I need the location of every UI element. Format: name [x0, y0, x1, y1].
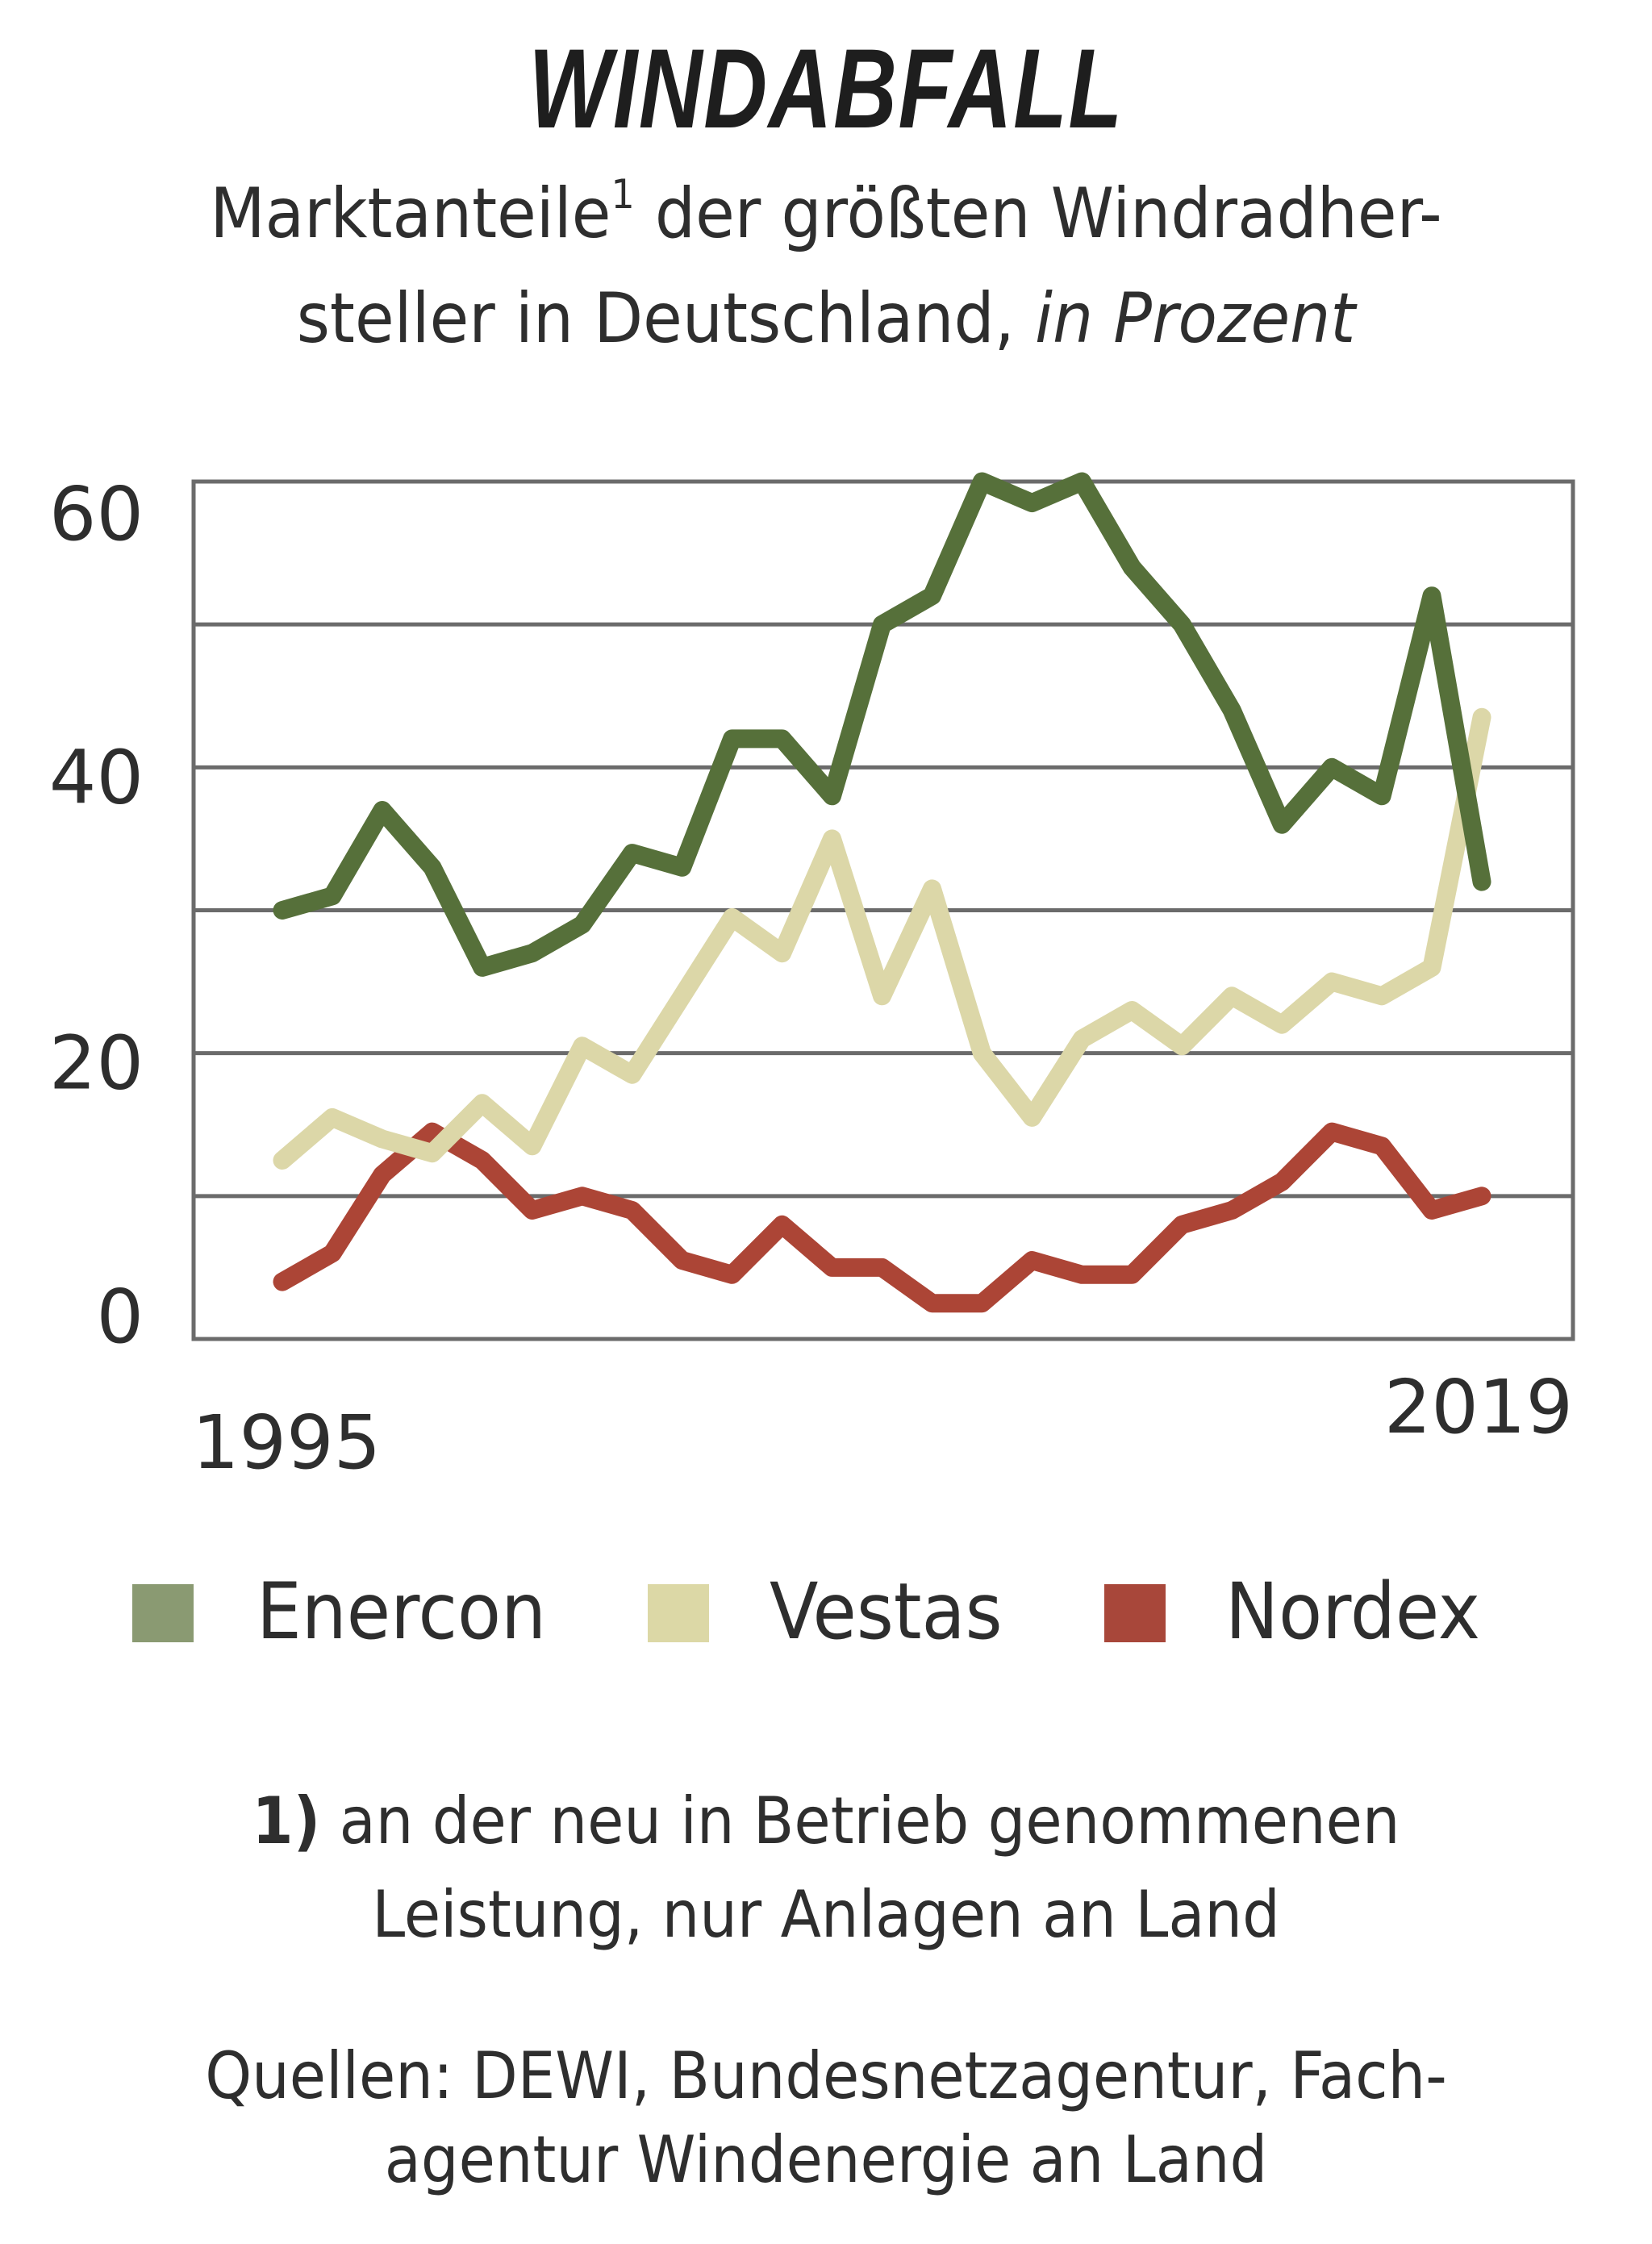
legend-swatch-vestas	[648, 1584, 709, 1642]
series-lines	[273, 472, 1491, 1313]
plot-frame	[191, 479, 1575, 1341]
chart-subtitle-line1: Marktanteile1 der größten Windradher-	[66, 174, 1586, 248]
footnote-text: an der neu in Betrieb genommenen	[320, 1783, 1400, 1858]
legend-label-enercon: Enercon	[257, 1566, 547, 1657]
y-tick-label: 60	[49, 471, 144, 557]
y-tick-label: 40	[49, 734, 144, 820]
line-chart: 0 20 40 60 1995 2019	[49, 471, 1575, 1486]
x-tick-label: 2019	[1384, 1364, 1573, 1450]
chart-subtitle-line2: steller in Deutschland, in Prozent	[66, 284, 1586, 353]
legend-swatch-nordex	[1104, 1584, 1166, 1642]
chart-title: WINDABFALL	[528, 25, 1124, 152]
subtitle-text: der größten Windradher-	[634, 173, 1442, 254]
legend-label-nordex: Nordex	[1225, 1566, 1480, 1657]
subtitle-text: Marktanteile	[210, 173, 611, 254]
footnote-line1: 1) an der neu in Betrieb genommenen	[66, 1789, 1586, 1854]
y-tick-label: 0	[96, 1274, 144, 1360]
footnote-reference: 1	[611, 171, 635, 218]
sources-line1: Quellen: DEWI, Bundesnetzagentur, Fach-	[205, 2038, 1447, 2113]
series-line-nordex	[273, 1122, 1491, 1313]
x-axis-labels: 1995 2019	[192, 1364, 1573, 1486]
x-tick-label: 1995	[192, 1399, 381, 1486]
gridlines	[194, 479, 1573, 1341]
sources-line2: agentur Windenergie an Land	[384, 2122, 1268, 2197]
legend-swatch-enercon	[132, 1584, 194, 1642]
subtitle-text: steller in Deutschland,	[296, 278, 1035, 359]
footnote-mark: 1)	[252, 1783, 321, 1858]
subtitle-unit: in Prozent	[1034, 278, 1356, 359]
legend-label-vestas: Vestas	[770, 1566, 1003, 1657]
y-tick-label: 20	[49, 1020, 144, 1107]
y-axis-labels: 0 20 40 60	[49, 471, 144, 1360]
series-line-enercon	[273, 472, 1491, 977]
footnote-line2: Leistung, nur Anlagen an Land	[372, 1877, 1280, 1952]
